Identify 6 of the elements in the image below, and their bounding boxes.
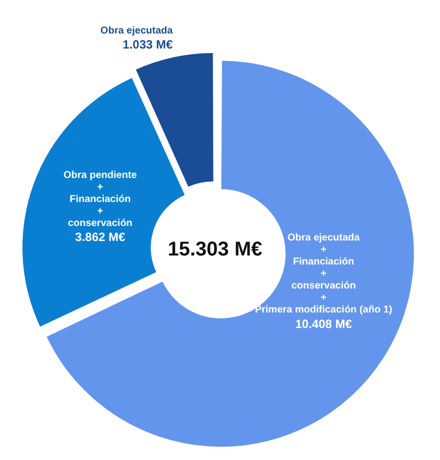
data-label: 3.862 M€ [75, 230, 126, 244]
data-label: 1.033 M€ [122, 37, 174, 52]
text: 15.303 M€ [168, 238, 262, 261]
data-label: 10.408 M€ [295, 316, 352, 331]
slice-label: Obra ejecutada [100, 25, 174, 36]
slice-label: Obra pendiente + Financiación + conservación [63, 170, 138, 229]
